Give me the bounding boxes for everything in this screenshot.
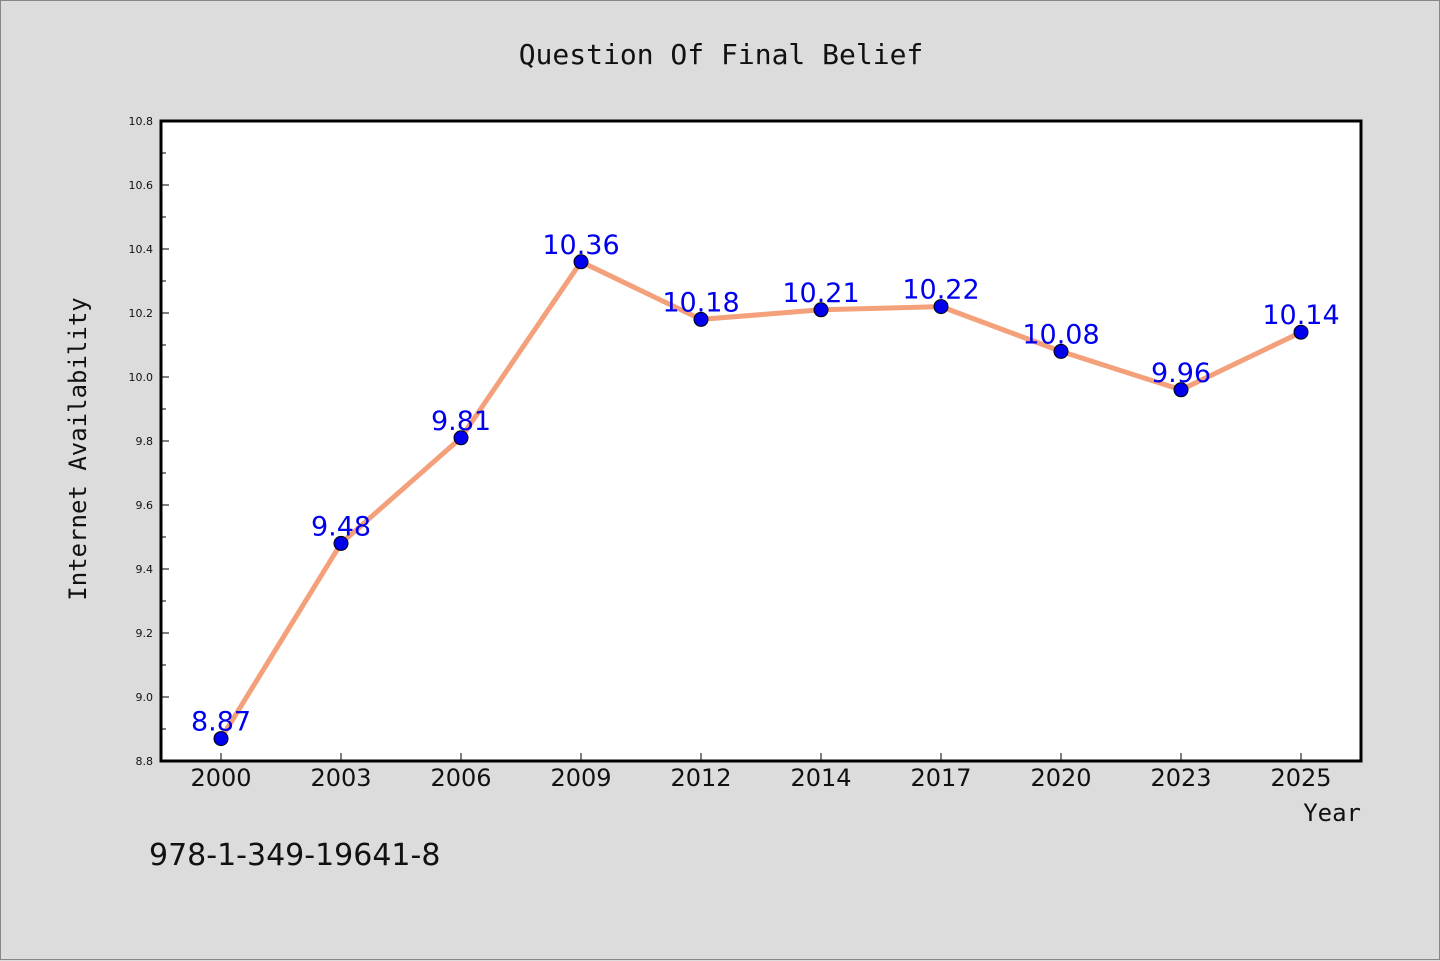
data-point: [813, 302, 829, 318]
data-point: [693, 311, 709, 327]
y-tick-label: 10.8: [129, 115, 154, 128]
y-tick-label: 10.2: [129, 307, 154, 320]
x-tick-label: 2017: [910, 764, 971, 792]
data-label: 10.08: [1022, 319, 1099, 350]
y-tick-label: 9.4: [136, 563, 154, 576]
data-point: [573, 254, 589, 270]
data-label: 10.21: [782, 278, 859, 309]
data-label: 9.81: [431, 406, 491, 437]
data-label: 9.96: [1151, 358, 1211, 389]
y-tick-label: 9.6: [136, 499, 154, 512]
data-label: 10.18: [662, 287, 739, 318]
data-label: 8.87: [191, 707, 251, 738]
data-point: [213, 731, 229, 747]
x-tick-label: 2023: [1150, 764, 1211, 792]
y-tick-label: 9.2: [136, 627, 154, 640]
data-label: 10.36: [542, 230, 619, 261]
x-tick-label: 2025: [1270, 764, 1331, 792]
x-axis-label: Year: [1303, 799, 1361, 827]
x-tick-label: 2012: [670, 764, 731, 792]
x-tick-label: 2020: [1030, 764, 1091, 792]
series-layer: 8.87 9.48 9.81 10.36 10.18 10.21 10.22 10.08 9.9…: [191, 230, 1340, 747]
y-tick-label: 10.4: [129, 243, 154, 256]
plot-area: [159, 119, 1363, 763]
y-tick-label: 8.8: [136, 755, 154, 768]
x-tick-label: 2003: [310, 764, 371, 792]
data-point: [933, 299, 949, 315]
y-axis-ticks: 8.8 9.0 9.2 9.4 9.6 9.8 10.0 10.2 10.4 10.6 10.8: [129, 115, 169, 768]
data-point: [1173, 382, 1189, 398]
data-label: 10.14: [1262, 300, 1339, 331]
series-line: [218, 259, 1304, 742]
y-tick-label: 9.8: [136, 435, 154, 448]
data-label: 9.48: [311, 511, 371, 542]
y-axis-label: Internet Availability: [64, 297, 92, 600]
data-point: [1293, 324, 1309, 340]
data-label: 10.22: [902, 275, 979, 306]
x-tick-label: 2009: [550, 764, 611, 792]
footer-isbn: 978-1-349-19641-8: [149, 838, 440, 873]
x-tick-label: 2000: [190, 764, 251, 792]
y-tick-label: 9.0: [136, 691, 154, 704]
data-point: [1053, 343, 1069, 359]
y-tick-label: 10.0: [129, 371, 154, 384]
data-point: [333, 535, 349, 551]
y-tick-label: 10.6: [129, 179, 154, 192]
x-axis-ticks: 2000 2003 2006 2009 2012 2014 2017 2020 2023 2025: [190, 753, 1332, 792]
chart-title: Question Of Final Belief: [519, 38, 924, 71]
data-point: [453, 430, 469, 446]
x-tick-label: 2014: [790, 764, 851, 792]
x-tick-label: 2006: [430, 764, 491, 792]
